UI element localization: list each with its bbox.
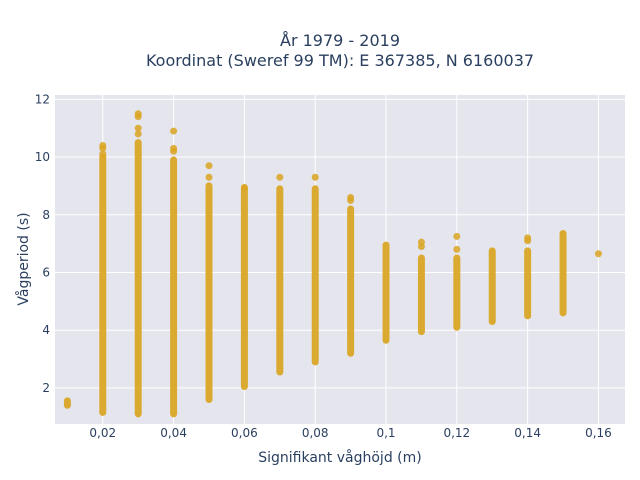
y-tick-label: 2 <box>42 381 50 395</box>
x-tick-label: 0,16 <box>585 426 612 440</box>
y-axis-label: Vågperiod (s) <box>15 212 32 305</box>
data-point <box>453 245 461 253</box>
data-point <box>276 173 284 181</box>
chart-title-line-1: År 1979 - 2019 <box>280 31 400 50</box>
y-tick-label: 8 <box>42 208 50 222</box>
data-point <box>453 232 461 240</box>
y-tick-labels: 2 4 6 8 10 12 <box>35 92 50 395</box>
data-points <box>63 110 602 418</box>
data-point <box>417 243 425 251</box>
x-tick-label: 0,12 <box>443 426 470 440</box>
x-tick-label: 0,14 <box>514 426 541 440</box>
data-point <box>524 237 532 245</box>
x-tick-label: 0,1 <box>376 426 395 440</box>
y-tick-label: 4 <box>42 323 50 337</box>
x-tick-label: 0,04 <box>160 426 187 440</box>
data-point <box>134 130 142 138</box>
y-tick-label: 12 <box>35 92 50 106</box>
data-point <box>134 124 142 132</box>
data-point <box>99 144 107 152</box>
data-point <box>99 150 107 158</box>
x-tick-label: 0,02 <box>89 426 116 440</box>
data-point <box>205 173 213 181</box>
data-point <box>170 147 178 155</box>
data-point <box>205 162 213 170</box>
data-point <box>240 183 248 191</box>
data-point <box>311 173 319 181</box>
y-tick-label: 10 <box>35 150 50 164</box>
y-tick-label: 6 <box>42 265 50 279</box>
data-point <box>134 113 142 121</box>
x-tick-labels: 0,02 0,04 0,06 0,08 0,1 0,12 0,14 0,16 <box>89 426 611 440</box>
x-tick-label: 0,06 <box>231 426 258 440</box>
data-point <box>170 127 178 135</box>
x-tick-label: 0,08 <box>302 426 329 440</box>
x-axis-label: Signifikant våghöjd (m) <box>258 449 421 466</box>
data-point <box>594 250 602 258</box>
chart-title-line-2: Koordinat (Sweref 99 TM): E 367385, N 61… <box>146 51 534 70</box>
data-point <box>347 196 355 204</box>
